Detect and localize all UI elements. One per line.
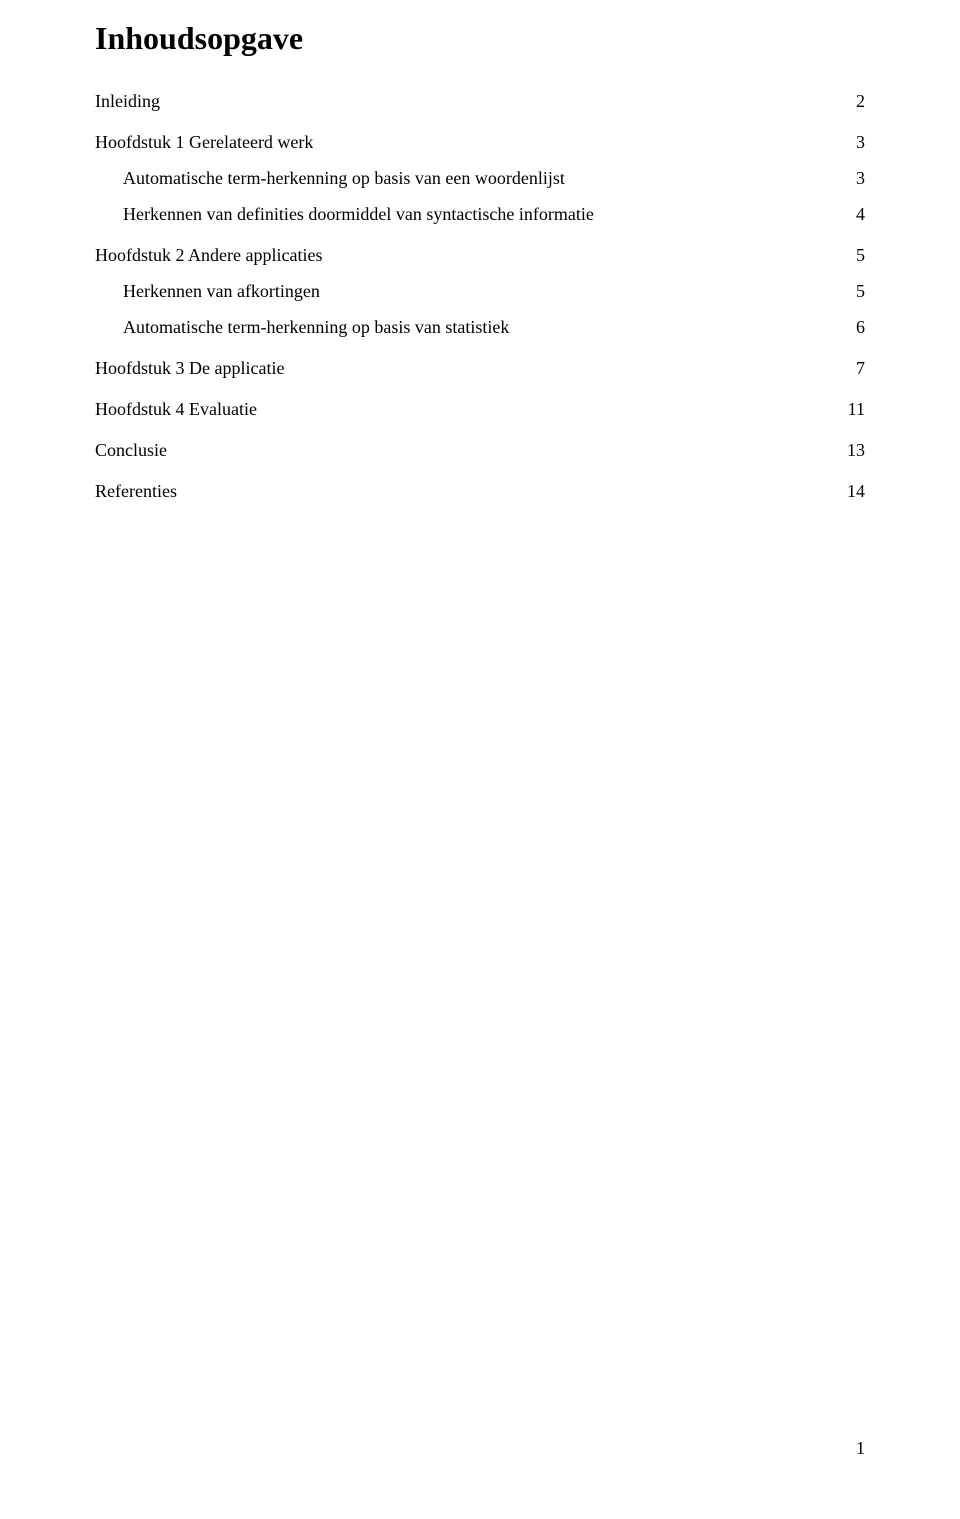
toc-entry-label: Hoofdstuk 2 Andere applicaties [95, 245, 322, 266]
table-of-contents: Inleiding 2 Hoofdstuk 1 Gerelateerd werk 3 A… [95, 91, 865, 502]
toc-entry-page: 6 [856, 317, 865, 338]
toc-entry-page: 4 [856, 204, 865, 225]
page-title: Inhoudsopgave [95, 20, 865, 57]
toc-entry-page: 14 [847, 481, 865, 502]
toc-entry[interactable]: Hoofdstuk 2 Andere applicaties 5 [95, 245, 865, 266]
toc-entry[interactable]: Automatische term-herkenning op basis va… [95, 317, 865, 338]
toc-entry[interactable]: Hoofdstuk 3 De applicatie 7 [95, 358, 865, 379]
toc-entry[interactable]: Inleiding 2 [95, 91, 865, 112]
toc-entry[interactable]: Referenties 14 [95, 481, 865, 502]
toc-entry-page: 3 [856, 168, 865, 189]
toc-entry-label: Herkennen van definities doormiddel van … [123, 204, 594, 225]
toc-entry-label: Hoofdstuk 3 De applicatie [95, 358, 284, 379]
toc-entry-page: 2 [856, 91, 865, 112]
toc-entry-label: Hoofdstuk 1 Gerelateerd werk [95, 132, 313, 153]
toc-entry-page: 5 [856, 281, 865, 302]
toc-entry[interactable]: Hoofdstuk 4 Evaluatie 11 [95, 399, 865, 420]
toc-entry-page: 11 [848, 399, 865, 420]
toc-entry-label: Inleiding [95, 91, 160, 112]
toc-entry-page: 7 [856, 358, 865, 379]
toc-entry-page: 3 [856, 132, 865, 153]
toc-entry-label: Conclusie [95, 440, 167, 461]
toc-entry-label: Referenties [95, 481, 177, 502]
toc-entry[interactable]: Herkennen van definities doormiddel van … [95, 204, 865, 225]
toc-entry[interactable]: Herkennen van afkortingen 5 [95, 281, 865, 302]
toc-entry-label: Herkennen van afkortingen [123, 281, 320, 302]
toc-entry-page: 5 [856, 245, 865, 266]
toc-entry-label: Hoofdstuk 4 Evaluatie [95, 399, 257, 420]
toc-entry[interactable]: Hoofdstuk 1 Gerelateerd werk 3 [95, 132, 865, 153]
toc-entry-label: Automatische term-herkenning op basis va… [123, 317, 509, 338]
toc-entry[interactable]: Automatische term-herkenning op basis va… [95, 168, 865, 189]
toc-entry-label: Automatische term-herkenning op basis va… [123, 168, 565, 189]
toc-entry-page: 13 [847, 440, 865, 461]
toc-entry[interactable]: Conclusie 13 [95, 440, 865, 461]
page-number: 1 [856, 1438, 865, 1459]
